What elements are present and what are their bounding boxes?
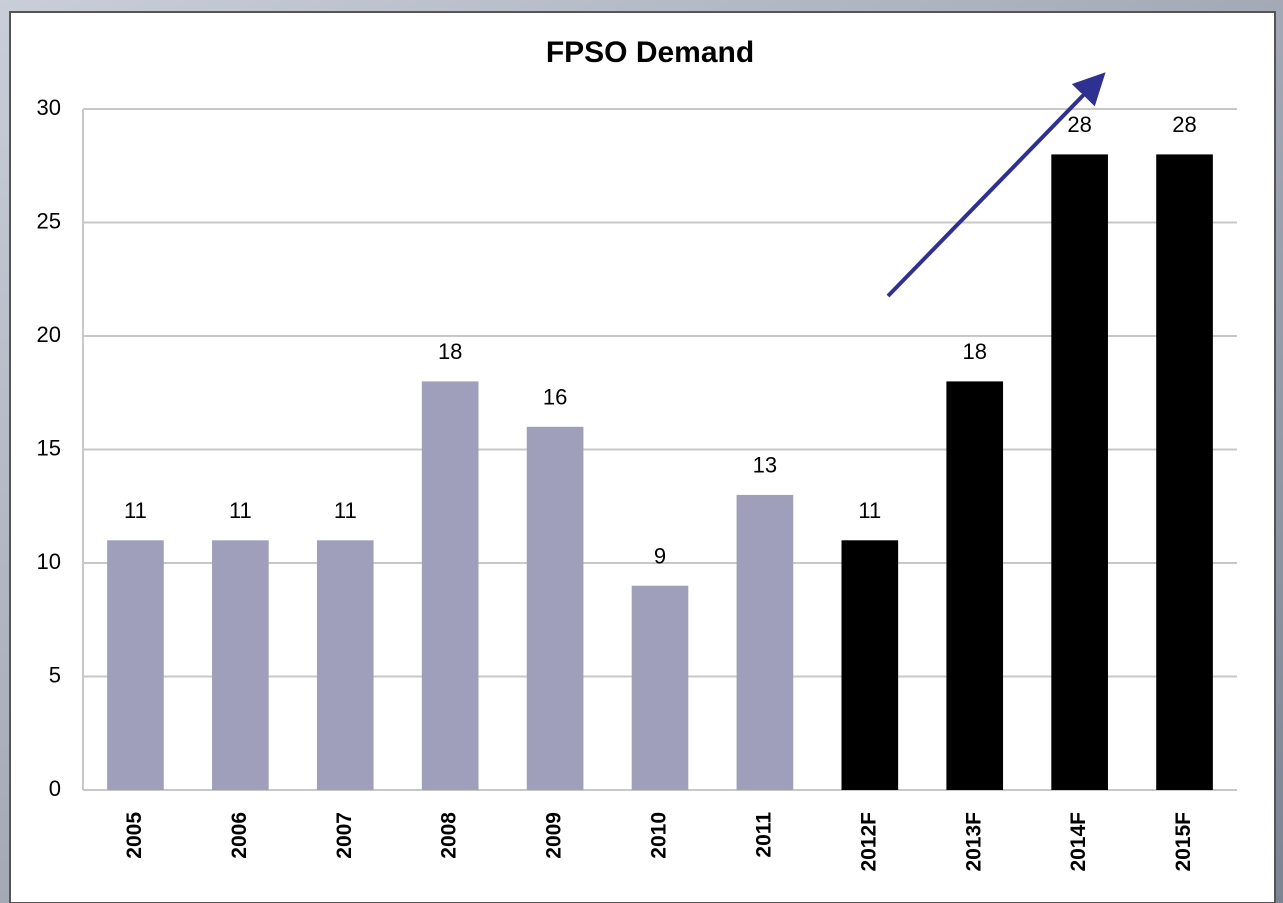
x-tick-label: 2015F [1172,812,1195,872]
data-label: 16 [543,385,567,410]
bar [212,540,269,790]
bar [526,426,584,790]
bar [946,381,1004,790]
bar [107,540,164,790]
data-label: 11 [858,498,881,523]
data-label: 28 [1172,112,1196,137]
x-tick-label: 2008 [438,812,461,859]
data-label: 18 [438,339,462,364]
data-label: 11 [229,498,252,523]
data-label: 9 [654,544,666,569]
x-tick-label: 2010 [648,812,671,859]
x-tick-label: 2006 [228,812,251,859]
x-tick-label: 2014F [1067,812,1090,872]
data-label: 18 [962,339,986,364]
bar [841,540,899,790]
y-tick-label: 25 [37,208,61,233]
data-label: 13 [753,453,777,478]
data-label: 28 [1067,112,1091,137]
trend-arrow [886,72,1106,298]
x-tick-label: 2009 [543,812,566,859]
bar [316,540,374,790]
y-tick-label: 5 [49,662,61,687]
x-tick-label: 2012F [857,812,880,872]
bar [1156,154,1213,790]
chart-title: FPSO Demand [546,36,754,69]
bar [736,494,794,790]
x-tick-label: 2005 [123,812,146,859]
y-tick-label: 20 [37,322,61,347]
x-tick-label: 2011 [752,812,775,858]
x-tick-label: 2007 [333,812,356,859]
data-label: 11 [334,498,357,523]
x-tick-label: 2013F [962,812,985,872]
y-tick-label: 0 [49,776,61,801]
y-tick-label: 15 [37,435,61,460]
bar [421,381,479,790]
bar [631,585,689,790]
data-label: 11 [124,498,147,523]
y-tick-label: 10 [37,549,61,574]
y-tick-label: 30 [37,95,61,120]
bar [1051,154,1108,790]
